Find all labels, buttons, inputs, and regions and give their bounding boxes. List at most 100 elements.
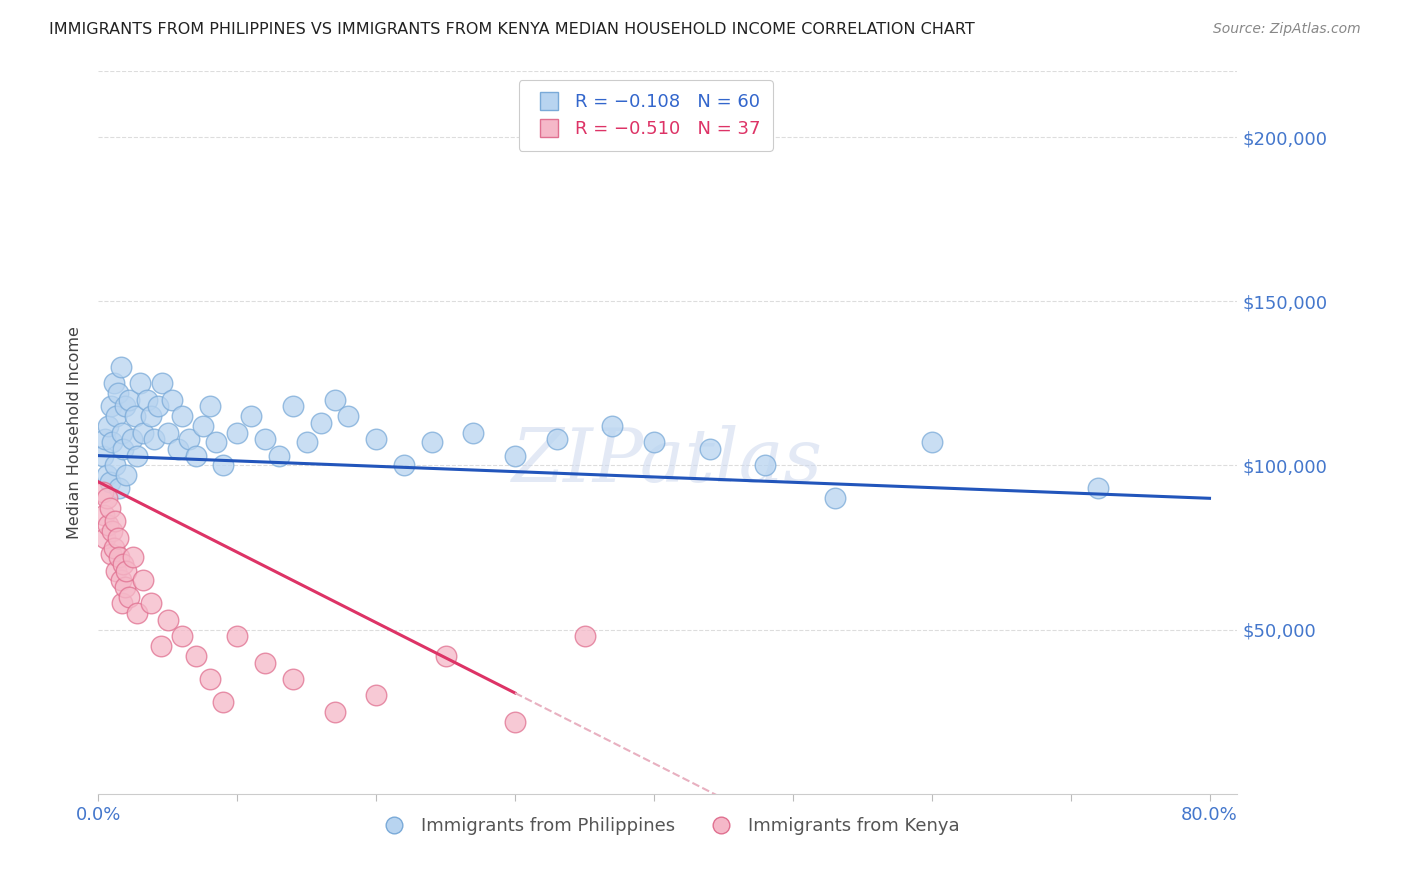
Point [107, 531, 129, 545]
Point [323, 705, 346, 719]
Point [136, 392, 159, 407]
Point [226, 629, 249, 643]
Point [198, 672, 221, 686]
Point [212, 695, 235, 709]
Point [146, 400, 169, 414]
Point [112, 442, 135, 456]
Point [122, 550, 145, 565]
Point [97, 419, 120, 434]
Point [198, 400, 221, 414]
Point [254, 432, 277, 446]
Point [96, 468, 118, 483]
Y-axis label: Median Household Income: Median Household Income [67, 326, 83, 539]
Point [184, 648, 207, 663]
Point [115, 468, 138, 483]
Point [143, 432, 166, 446]
Point [149, 639, 172, 653]
Point [94, 531, 117, 545]
Point [366, 689, 388, 703]
Point [118, 392, 141, 407]
Point [392, 458, 415, 473]
Point [105, 409, 128, 424]
Point [420, 435, 443, 450]
Point [503, 714, 526, 729]
Point [205, 435, 228, 450]
Point [111, 425, 134, 440]
Point [434, 648, 457, 663]
Point [97, 517, 120, 532]
Point [121, 432, 143, 446]
Point [156, 613, 179, 627]
Point [105, 564, 128, 578]
Point [96, 491, 118, 506]
Text: ZIPatlas: ZIPatlas [512, 425, 824, 498]
Point [93, 508, 115, 522]
Point [643, 435, 665, 450]
Point [115, 564, 138, 578]
Point [107, 386, 129, 401]
Point [170, 409, 193, 424]
Point [127, 607, 149, 621]
Point [177, 432, 200, 446]
Point [91, 484, 114, 499]
Point [110, 359, 132, 374]
Point [104, 458, 127, 473]
Point [150, 376, 173, 391]
Point [166, 442, 188, 456]
Point [754, 458, 776, 473]
Point [824, 491, 846, 506]
Legend: Immigrants from Philippines, Immigrants from Kenya: Immigrants from Philippines, Immigrants … [368, 810, 967, 843]
Text: Source: ZipAtlas.com: Source: ZipAtlas.com [1213, 22, 1361, 37]
Point [108, 550, 131, 565]
Point [366, 432, 388, 446]
Point [112, 557, 135, 571]
Point [100, 547, 122, 561]
Point [281, 400, 304, 414]
Point [132, 425, 155, 440]
Point [184, 449, 207, 463]
Point [281, 672, 304, 686]
Point [160, 392, 183, 407]
Point [103, 541, 125, 555]
Point [254, 656, 277, 670]
Point [127, 449, 149, 463]
Point [574, 629, 596, 643]
Point [114, 580, 136, 594]
Point [337, 409, 360, 424]
Point [309, 416, 332, 430]
Point [295, 435, 318, 450]
Point [212, 458, 235, 473]
Point [141, 596, 163, 610]
Point [100, 400, 122, 414]
Point [114, 400, 136, 414]
Point [699, 442, 721, 456]
Point [921, 435, 943, 450]
Point [101, 524, 124, 538]
Point [110, 574, 132, 588]
Text: IMMIGRANTS FROM PHILIPPINES VS IMMIGRANTS FROM KENYA MEDIAN HOUSEHOLD INCOME COR: IMMIGRANTS FROM PHILIPPINES VS IMMIGRANT… [49, 22, 974, 37]
Point [546, 432, 568, 446]
Point [111, 596, 134, 610]
Point [103, 376, 125, 391]
Point [267, 449, 290, 463]
Point [91, 449, 114, 463]
Point [323, 392, 346, 407]
Point [600, 419, 623, 434]
Point [1087, 482, 1109, 496]
Point [98, 501, 121, 516]
Point [132, 574, 155, 588]
Point [503, 449, 526, 463]
Point [108, 482, 131, 496]
Point [94, 432, 117, 446]
Point [170, 629, 193, 643]
Point [240, 409, 263, 424]
Point [156, 425, 179, 440]
Point [124, 409, 146, 424]
Point [118, 590, 141, 604]
Point [104, 514, 127, 528]
Point [98, 475, 121, 489]
Point [191, 419, 214, 434]
Point [226, 425, 249, 440]
Point [129, 376, 152, 391]
Point [141, 409, 163, 424]
